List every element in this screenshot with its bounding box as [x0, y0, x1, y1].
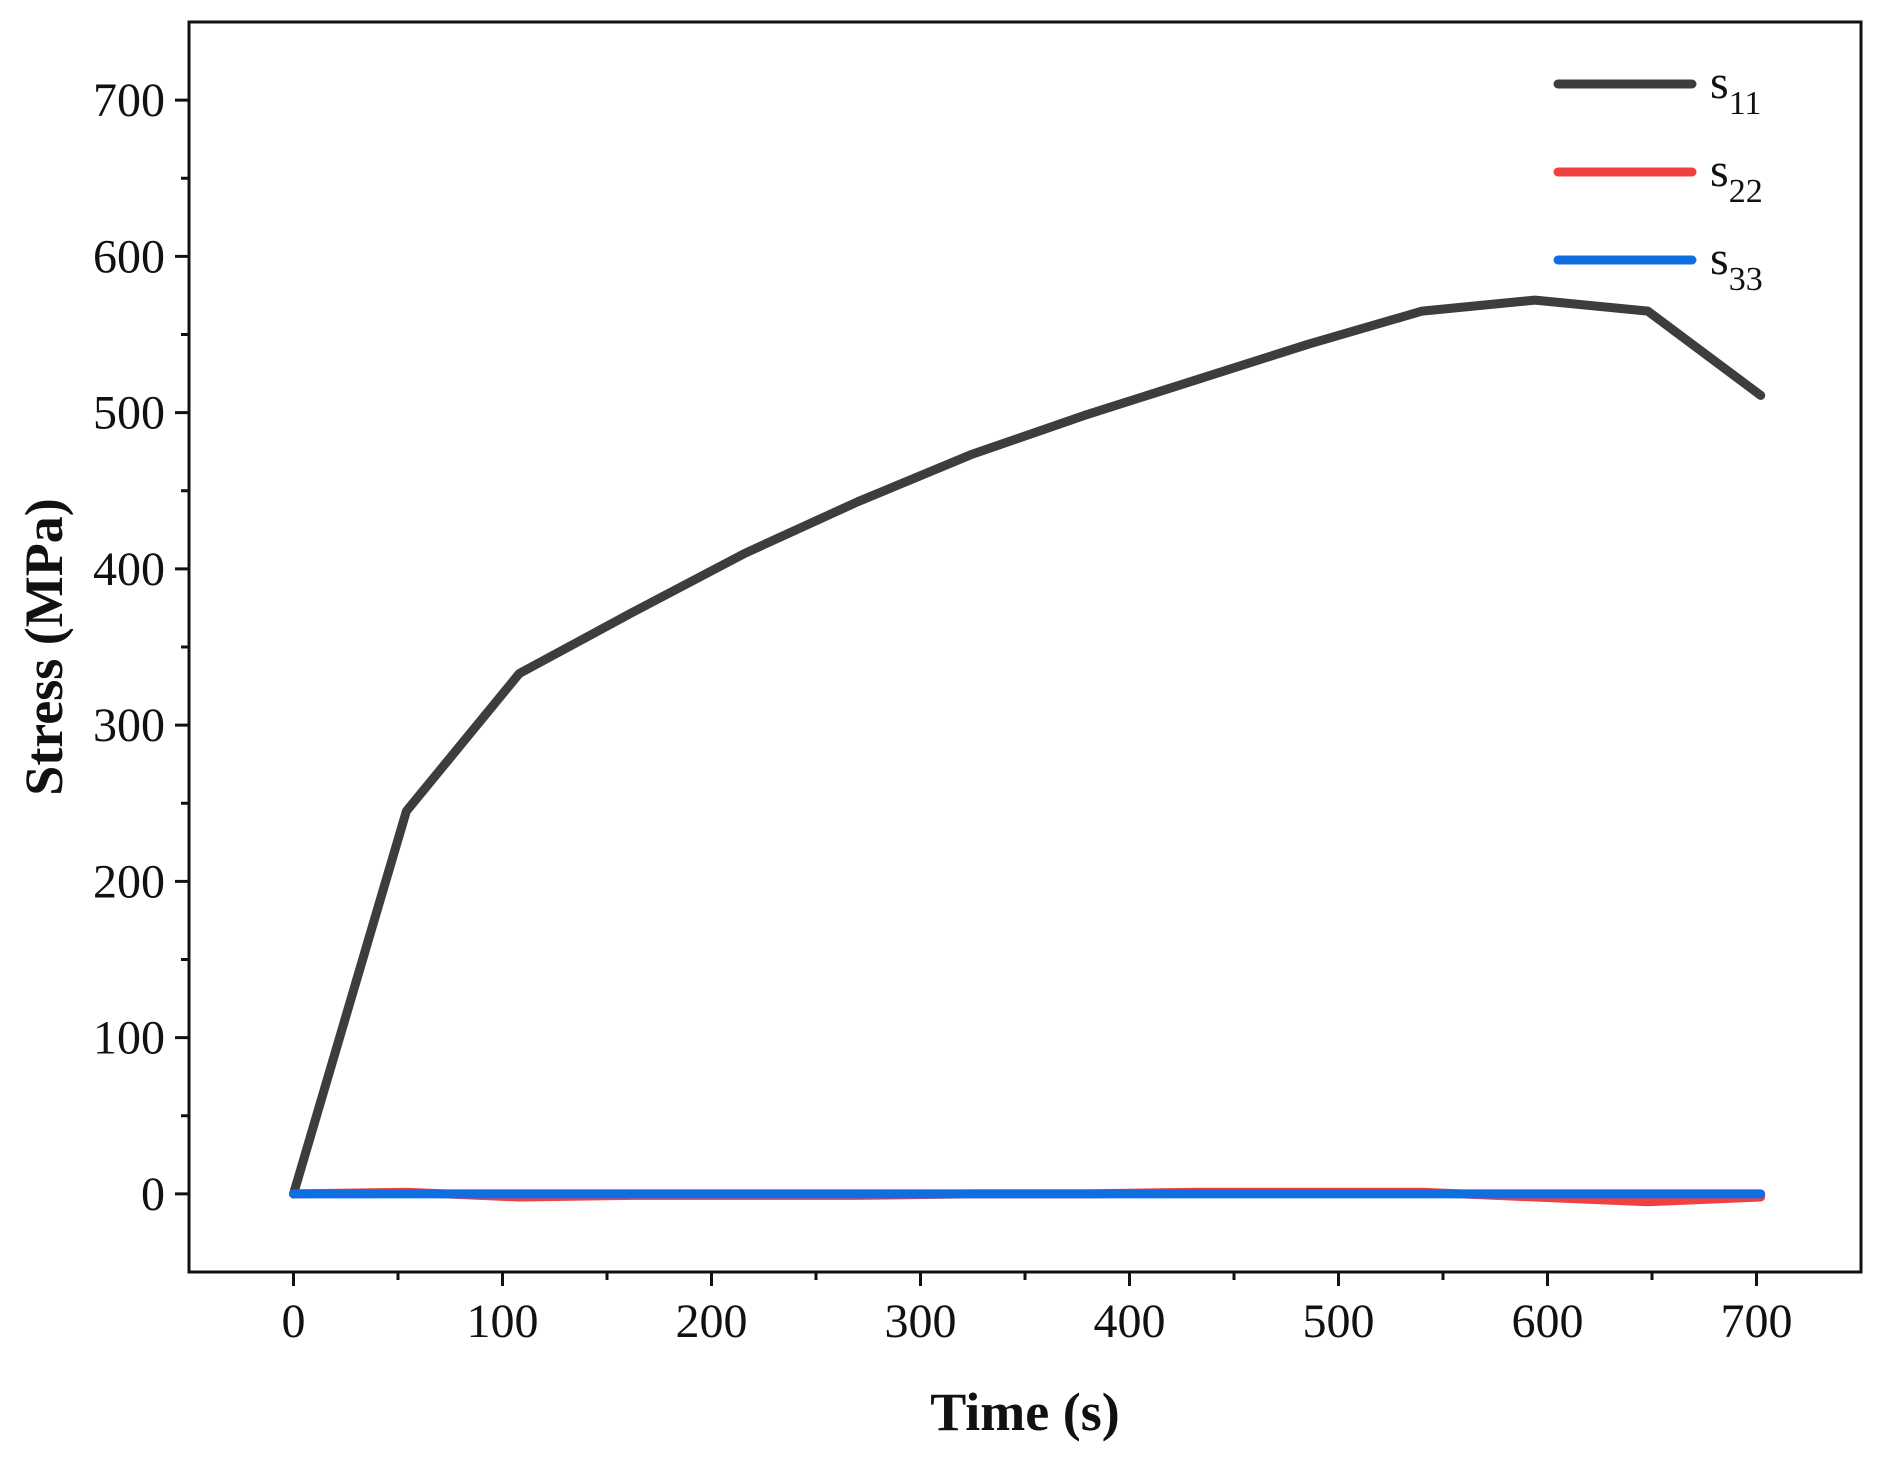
legend-label-s22: s22: [1710, 144, 1763, 210]
y-tick-label-300: 300: [93, 699, 165, 752]
x-tick-label-500: 500: [1303, 1295, 1375, 1348]
x-tick-label-100: 100: [467, 1295, 539, 1348]
legend: s11 s22 s33: [1553, 56, 1763, 298]
x-tick-label-700: 700: [1721, 1295, 1793, 1348]
y-tick-label-200: 200: [93, 855, 165, 908]
legend-label-s11: s11: [1710, 56, 1761, 122]
y-tick-label-500: 500: [93, 387, 165, 440]
x-tick-label-200: 200: [676, 1295, 748, 1348]
ticks-layer: 0 100 200 300 400 500 600 700 0 100 200 300 400 500 60…: [93, 74, 1793, 1348]
legend-subscript: 11: [1729, 85, 1762, 122]
x-tick-label-0: 0: [282, 1295, 306, 1348]
x-tick-label-400: 400: [1094, 1295, 1166, 1348]
legend-subscript: 22: [1729, 173, 1763, 210]
y-tick-label-700: 700: [93, 74, 165, 127]
y-tick-label-600: 600: [93, 230, 165, 283]
plot-frame: [187, 20, 1863, 1274]
legend-subscript: 33: [1729, 261, 1763, 298]
y-tick-label-100: 100: [93, 1012, 165, 1065]
series-layer: [289, 295, 1766, 1207]
x-axis-title: Time (s): [930, 1382, 1119, 1442]
legend-label-s33: s33: [1710, 232, 1763, 298]
y-tick-label-0: 0: [141, 1168, 165, 1221]
x-tick-label-600: 600: [1512, 1295, 1584, 1348]
series-line-s11: [289, 295, 1766, 1199]
y-tick-label-400: 400: [93, 543, 165, 596]
x-tick-label-300: 300: [885, 1295, 957, 1348]
y-axis-title: Stress (MPa): [14, 498, 74, 795]
